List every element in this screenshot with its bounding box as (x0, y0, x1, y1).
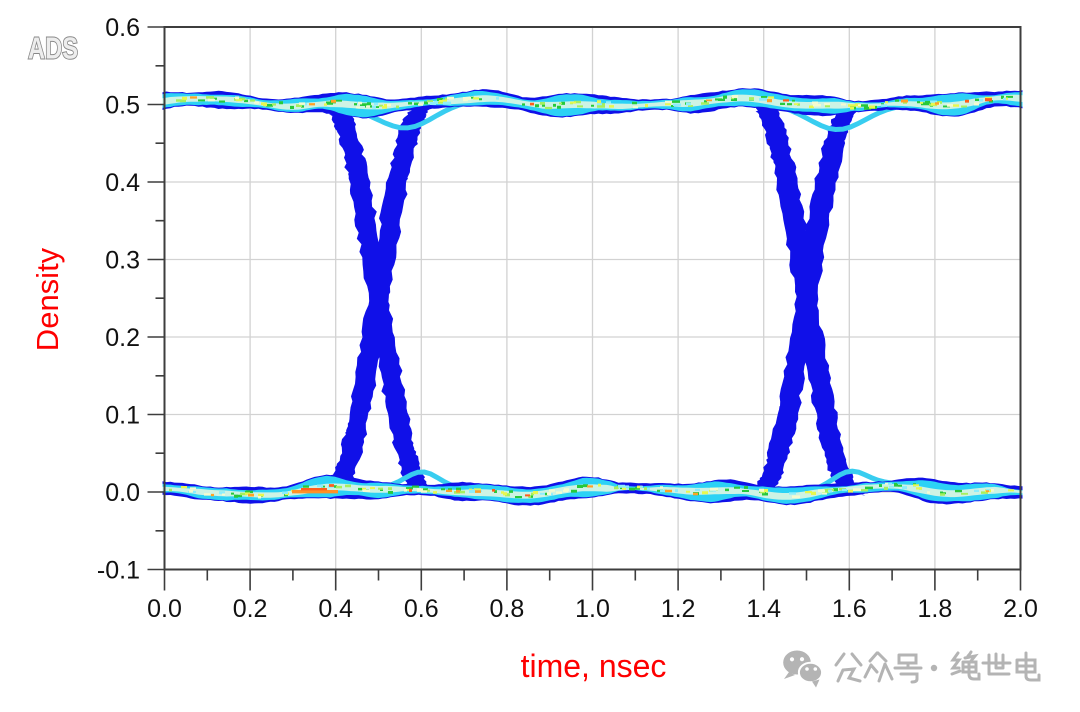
svg-text:-0.1: -0.1 (97, 557, 140, 585)
svg-text:0.3: 0.3 (105, 247, 140, 275)
svg-text:0.0: 0.0 (147, 595, 182, 623)
svg-text:0.2: 0.2 (233, 595, 268, 623)
svg-text:time, nsec: time, nsec (521, 648, 667, 684)
svg-text:0.0: 0.0 (105, 479, 140, 507)
svg-text:0.6: 0.6 (404, 595, 439, 623)
svg-text:0.2: 0.2 (105, 324, 140, 352)
svg-text:0.8: 0.8 (490, 595, 525, 623)
svg-text:0.5: 0.5 (105, 92, 140, 120)
svg-text:2.0: 2.0 (1003, 595, 1038, 623)
svg-text:1.4: 1.4 (746, 595, 781, 623)
svg-text:0.6: 0.6 (105, 14, 140, 42)
svg-text:0.1: 0.1 (105, 402, 140, 430)
svg-text:0.4: 0.4 (105, 169, 140, 197)
svg-text:1.2: 1.2 (661, 595, 696, 623)
svg-text:1.6: 1.6 (832, 595, 867, 623)
svg-text:ADS: ADS (28, 31, 78, 66)
svg-text:Density: Density (30, 247, 65, 351)
svg-text:1.8: 1.8 (918, 595, 953, 623)
svg-text:0.4: 0.4 (318, 595, 353, 623)
svg-text:1.0: 1.0 (575, 595, 610, 623)
